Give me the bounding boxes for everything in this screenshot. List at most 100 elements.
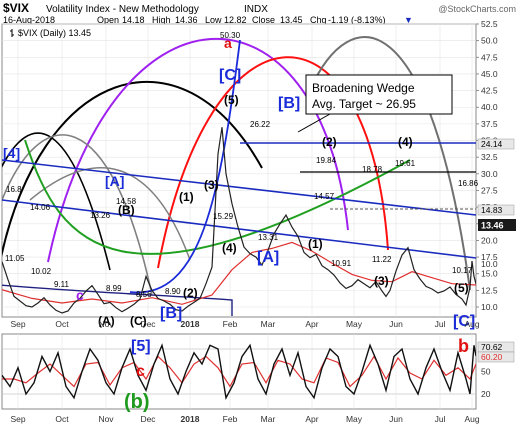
legend-label: $VIX (Daily) 13.45 <box>18 28 91 38</box>
x-tick-label-upper: Mar <box>261 319 276 329</box>
y-tick-label: 10.0 <box>481 302 498 312</box>
wedge-annotation-target: Avg. Target ~ 26.95 <box>312 97 416 111</box>
y-tick-label: 37.5 <box>481 119 498 129</box>
price-label: 11.22 <box>372 255 392 264</box>
x-tick-label-upper: Apr <box>305 319 318 329</box>
current-value-tag-box <box>478 219 516 231</box>
price-label: 14.57 <box>314 192 335 201</box>
x-tick-label: Mar <box>261 414 276 424</box>
wave-label: (B) <box>118 203 135 217</box>
wave-label: [A] <box>257 249 279 266</box>
date-label: 16-Aug-2018 <box>3 15 55 25</box>
wave-label: c <box>76 287 84 303</box>
chg-label: Chg <box>310 15 327 25</box>
low-label: Low <box>205 15 222 25</box>
wave-label: (3) <box>204 178 219 192</box>
stochastics-panel <box>1 333 477 410</box>
x-tick-label: Oct <box>55 414 69 424</box>
cycle-arc-navy-low <box>2 284 233 316</box>
wave-label: (2) <box>183 286 198 300</box>
x-tick-label-upper: Aug <box>464 319 479 329</box>
x-tick-label: Nov <box>98 414 114 424</box>
y-tick-label: 32.5 <box>481 152 498 162</box>
y-tick-label: 15.0 <box>481 269 498 279</box>
price-label: 10.91 <box>331 259 352 268</box>
price-label: 13.31 <box>258 233 279 242</box>
vix-price-line <box>2 127 476 314</box>
price-label: 8.56 <box>136 290 152 299</box>
price-label: 14.06 <box>30 203 51 212</box>
wave-label: [C] <box>219 67 241 84</box>
cycle-arc-purple <box>47 38 349 263</box>
x-tick-label-upper: Oct <box>55 319 69 329</box>
open-label: Open <box>97 15 119 25</box>
x-tick-label-upper: Sep <box>10 319 25 329</box>
wave-label: (4) <box>398 135 413 149</box>
y-tick-label: 20.0 <box>481 235 498 245</box>
stoch-wave-label: (b) <box>124 391 150 413</box>
x-tick-label-upper: 2018 <box>181 319 200 329</box>
price-label: 16.86 <box>458 179 479 188</box>
wave-label: (3) <box>374 274 389 288</box>
stochastics-gridlines <box>2 334 476 409</box>
stoch-y-tick-label: 20 <box>481 389 491 399</box>
wave-label: [C] <box>453 313 475 330</box>
current-value-tag: 13.46 <box>481 221 504 231</box>
stoch-d-value: 60.20 <box>481 352 503 362</box>
chg-down-arrow-icon: ▼ <box>404 15 413 25</box>
wave-label: a <box>224 35 232 51</box>
x-tick-label: Jul <box>435 414 446 424</box>
price-label: 50.30 <box>220 31 241 40</box>
cycle-arc-green <box>24 139 411 255</box>
price-label: 10.17 <box>452 266 473 275</box>
price-label: 11.05 <box>5 254 25 263</box>
y-tick-label: 42.5 <box>481 86 498 96</box>
low-value: 12.82 <box>224 15 247 25</box>
wave-label: (2) <box>322 135 337 149</box>
exchange-label: INDX <box>244 4 268 15</box>
wedge-upper-line <box>2 159 476 216</box>
stoch-wave-label: [5] <box>131 338 151 355</box>
wave-label: (A) <box>98 314 115 328</box>
stoch-value-tag-box <box>477 351 515 363</box>
y-tick-label: 47.5 <box>481 52 498 62</box>
cycle-arc-red <box>157 56 389 269</box>
x-tick-label-upper: Feb <box>223 319 238 329</box>
close-label: Close <box>252 15 275 25</box>
x-tick-label: May <box>346 414 363 424</box>
cycle-arc-gray-left <box>2 134 153 296</box>
symbol-title: $VIX <box>3 1 29 15</box>
value-tag-box <box>477 138 515 150</box>
cycle-arc-gray-mid <box>29 167 191 261</box>
cycle-arc-gray-right <box>309 36 471 291</box>
x-tick-label: Feb <box>223 414 238 424</box>
wave-label: [4] <box>3 145 20 161</box>
wave-label: [A] <box>105 173 124 189</box>
value-tag-box <box>477 204 515 216</box>
watermark: @StockCharts.com <box>438 4 516 14</box>
wave-label: (1) <box>308 237 323 251</box>
high-value: 14.36 <box>175 15 198 25</box>
stoch-wave-label: c <box>136 363 145 380</box>
x-tick-label: Sep <box>10 414 25 424</box>
y-tick-label: 17.5 <box>481 252 498 262</box>
chg-value: -1.19 (-8.13%) <box>328 15 386 25</box>
price-label: 13.26 <box>90 211 111 220</box>
cycle-arc-black-large <box>2 80 263 258</box>
stoch-k-value: 70.62 <box>481 342 503 352</box>
wave-label: [B] <box>160 305 182 322</box>
index-description: Volatility Index - New Methodology <box>46 4 199 15</box>
stoch-wave-label: b <box>458 336 469 356</box>
wedge-annotation-title: Broadening Wedge <box>312 81 415 95</box>
x-tick-label: Dec <box>140 414 156 424</box>
legend-icon <box>10 29 14 37</box>
y-tick-label: 30.0 <box>481 169 498 179</box>
open-value: 14.18 <box>122 15 145 25</box>
value-tag-14-83: 14.83 <box>481 205 503 215</box>
x-tick-label: Jun <box>389 414 403 424</box>
stoch-y-tick-label: 50 <box>481 367 491 377</box>
x-tick-label-upper: Jun <box>389 319 403 329</box>
price-label: 14.58 <box>116 197 137 206</box>
x-tick-label-upper: May <box>346 319 363 329</box>
